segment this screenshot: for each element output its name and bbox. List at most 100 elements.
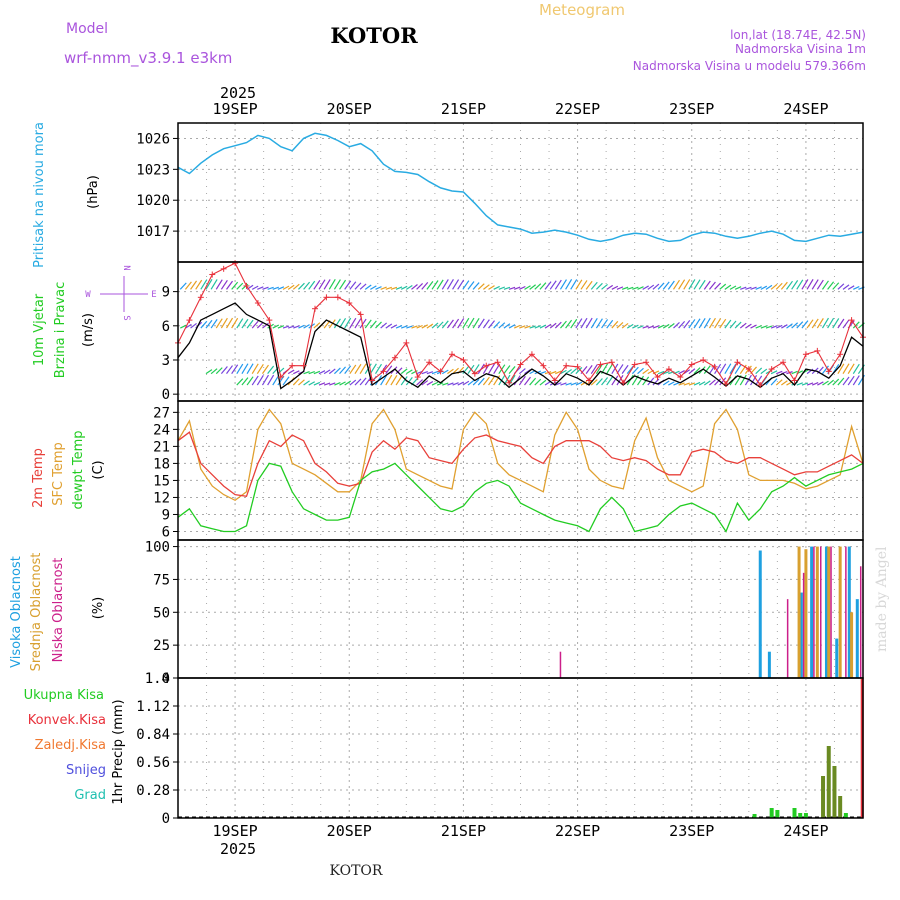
precip-bar-total: [769, 808, 774, 818]
wind-barb: [698, 381, 706, 386]
t2m-temp-line: [177, 431, 864, 498]
wind-barb: [385, 374, 393, 386]
temp-unit: (C): [91, 460, 106, 479]
wind-barb: [729, 363, 737, 374]
wind-barb: [323, 279, 331, 290]
wind-barb: [570, 382, 577, 386]
wind-barb: [524, 285, 531, 290]
wind-barb: [251, 375, 259, 386]
model-name: wrf-nmm_v3.9.1 e3km: [64, 49, 232, 68]
wind-barb: [719, 377, 727, 386]
wind-barb: [303, 371, 310, 375]
wind-barb: [385, 286, 392, 290]
wind-barb: [256, 321, 264, 329]
wind-barb: [652, 283, 660, 290]
wind-barb: [200, 320, 208, 329]
wind-barb: [380, 374, 388, 386]
cloud-bar-mid: [850, 612, 854, 678]
wind-barb: [400, 325, 408, 329]
wind-barb: [811, 318, 819, 329]
pressure-unit: (hPa): [86, 175, 101, 209]
wind-barb: [827, 379, 834, 386]
wind-barb: [211, 383, 217, 385]
station-title: KOTOR: [330, 23, 418, 48]
wind-barb: [298, 324, 305, 329]
y-tick-label: 1020: [136, 193, 170, 209]
wind-barb: [241, 377, 249, 386]
wind-barb: [626, 323, 634, 329]
top-day-label: 22SEP: [555, 100, 600, 118]
model-elevation-text: Nadmorska Visina u modelu 579.366m: [633, 59, 866, 73]
wind-barb: [344, 280, 352, 290]
wind-barb: [441, 320, 449, 329]
precip-label-frz: Zaledj.Kisa: [35, 738, 106, 753]
wind-barb: [318, 279, 326, 290]
wind-barb: [575, 381, 583, 386]
wind-barb: [251, 363, 259, 374]
y-tick-label: 27: [153, 405, 170, 421]
y-tick-label: 6: [162, 319, 170, 335]
wind-barb: [719, 363, 727, 374]
cloud-bar-high: [758, 550, 762, 678]
wind-barb: [426, 371, 434, 375]
wind-barb: [637, 325, 644, 329]
wind-barb: [575, 279, 583, 290]
y-tick-label: 25: [153, 638, 170, 654]
wind-barb: [672, 279, 680, 290]
wind-barb: [765, 325, 773, 329]
wind-barb: [590, 379, 598, 386]
wind-barb: [632, 286, 639, 290]
wind-barb: [683, 382, 690, 386]
wind-barb: [256, 364, 264, 374]
wind-barb: [477, 283, 485, 290]
wind-barb: [344, 365, 352, 375]
wind-barb: [519, 325, 526, 329]
panels: 1017102010231026036969121518212427025507…: [136, 122, 866, 827]
wind-barb: [698, 279, 706, 290]
wind-barb: [333, 279, 341, 290]
wind-barb: [452, 279, 460, 290]
wind-barb: [231, 364, 239, 374]
wind-barb: [755, 286, 762, 290]
y-tick-label: 0.56: [136, 755, 170, 771]
wind-barb: [734, 321, 742, 329]
wind-barb: [421, 380, 429, 386]
wind-barb: [256, 375, 264, 386]
wind-barb: [775, 324, 783, 329]
wind-barb: [724, 284, 732, 290]
wind-barb: [498, 322, 506, 329]
wind-barb: [724, 363, 732, 374]
wind-barb: [472, 378, 480, 386]
wind-barb: [385, 323, 393, 329]
wind-barb: [287, 369, 295, 375]
wind-barb: [565, 382, 572, 386]
wind-barb: [323, 382, 331, 386]
wind-barb: [595, 282, 603, 290]
wind-barb: [364, 319, 372, 329]
wind-barb: [210, 319, 218, 329]
precip-bar-total: [832, 766, 837, 818]
wind-barb: [750, 375, 758, 386]
cloud-bar-high: [799, 592, 803, 678]
wind-barb: [791, 280, 799, 290]
wind-barb: [220, 366, 228, 375]
wind-barb: [621, 322, 629, 329]
wind-barb: [364, 284, 372, 290]
bottom-day-labels: 19SEP 20SEP 21SEP 22SEP 23SEP 24SEP: [213, 822, 829, 840]
wind-barb: [513, 324, 521, 329]
wind-barb: [611, 320, 619, 329]
wind-barb: [508, 374, 516, 386]
wind-barb: [529, 325, 536, 329]
wind-barb: [801, 279, 809, 290]
wind-barb: [606, 284, 614, 290]
wind-barb: [308, 371, 315, 375]
wind-barb: [580, 280, 588, 290]
wind-barb: [328, 368, 336, 375]
precip-bar-total: [838, 796, 843, 818]
cloud-bar-mid: [815, 546, 819, 678]
wind-barb: [191, 382, 197, 385]
wind-barb: [853, 286, 860, 290]
wind-barb: [637, 367, 644, 375]
wind-barb: [703, 365, 711, 375]
wind-barb: [811, 279, 819, 290]
